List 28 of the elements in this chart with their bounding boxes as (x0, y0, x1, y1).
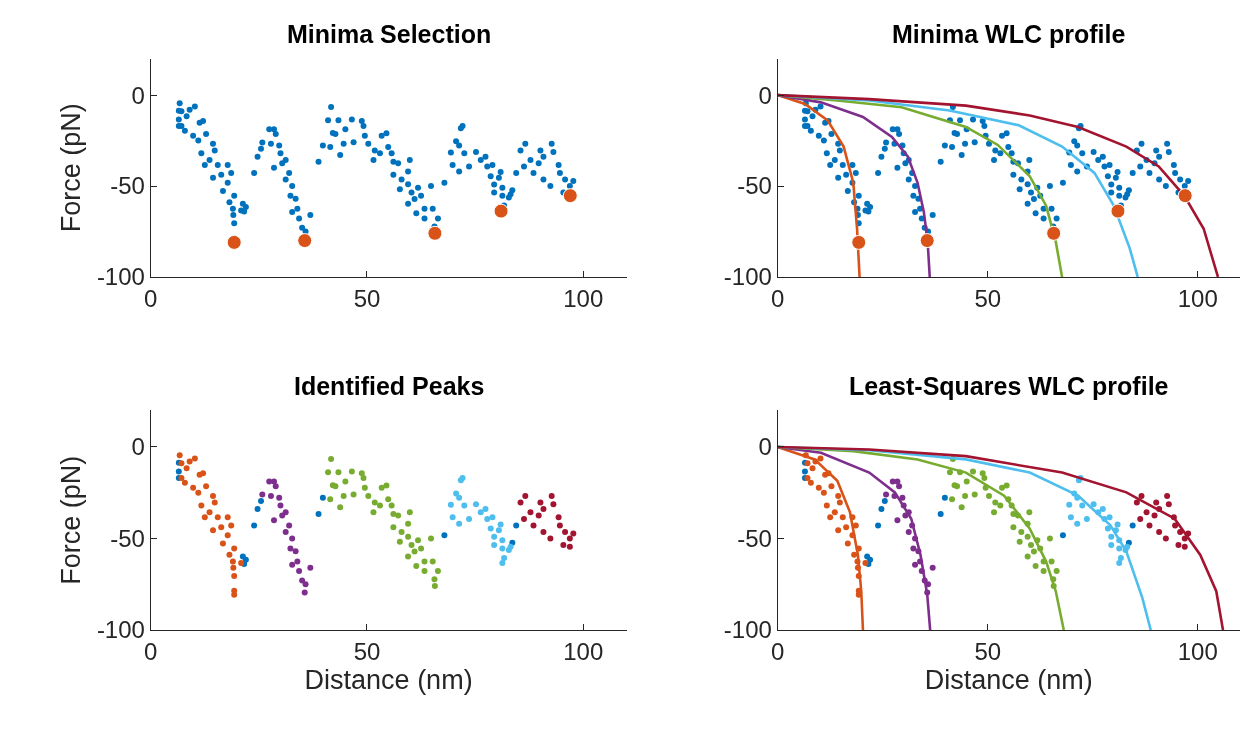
x-tick-label: 50 (353, 284, 381, 312)
y-tick-label: -50 (110, 524, 145, 552)
y-tick-label: 0 (758, 433, 772, 461)
y-axis-title: Force (pN) (55, 103, 86, 233)
x-tick-label: 50 (353, 637, 381, 665)
x-tick-label: 100 (563, 637, 604, 665)
x-tick-label: 100 (563, 284, 604, 312)
chart-title: Least-Squares WLC profile (849, 372, 1169, 400)
chart-title: Minima Selection (287, 20, 492, 48)
y-tick-label: -50 (737, 172, 772, 200)
y-tick-label: -100 (723, 263, 772, 291)
y-tick-label: 0 (131, 81, 145, 109)
x-tick-label: 100 (1177, 284, 1218, 312)
chart-title: Identified Peaks (294, 372, 485, 400)
y-tick-label: -100 (96, 616, 145, 644)
y-tick-label: -100 (723, 616, 772, 644)
y-tick-label: 0 (131, 433, 145, 461)
x-axis-title: Distance (nm) (924, 665, 1093, 696)
y-tick-label: -50 (110, 172, 145, 200)
x-axis-title: Distance (nm) (304, 665, 473, 696)
y-axis-title: Force (pN) (55, 455, 86, 585)
chart-title: Minima WLC profile (892, 20, 1126, 48)
x-tick-label: 50 (974, 284, 1002, 312)
y-tick-label: 0 (758, 81, 772, 109)
y-tick-label: -50 (737, 524, 772, 552)
x-tick-label: 50 (974, 637, 1002, 665)
y-tick-label: -100 (96, 263, 145, 291)
x-tick-label: 100 (1177, 637, 1218, 665)
